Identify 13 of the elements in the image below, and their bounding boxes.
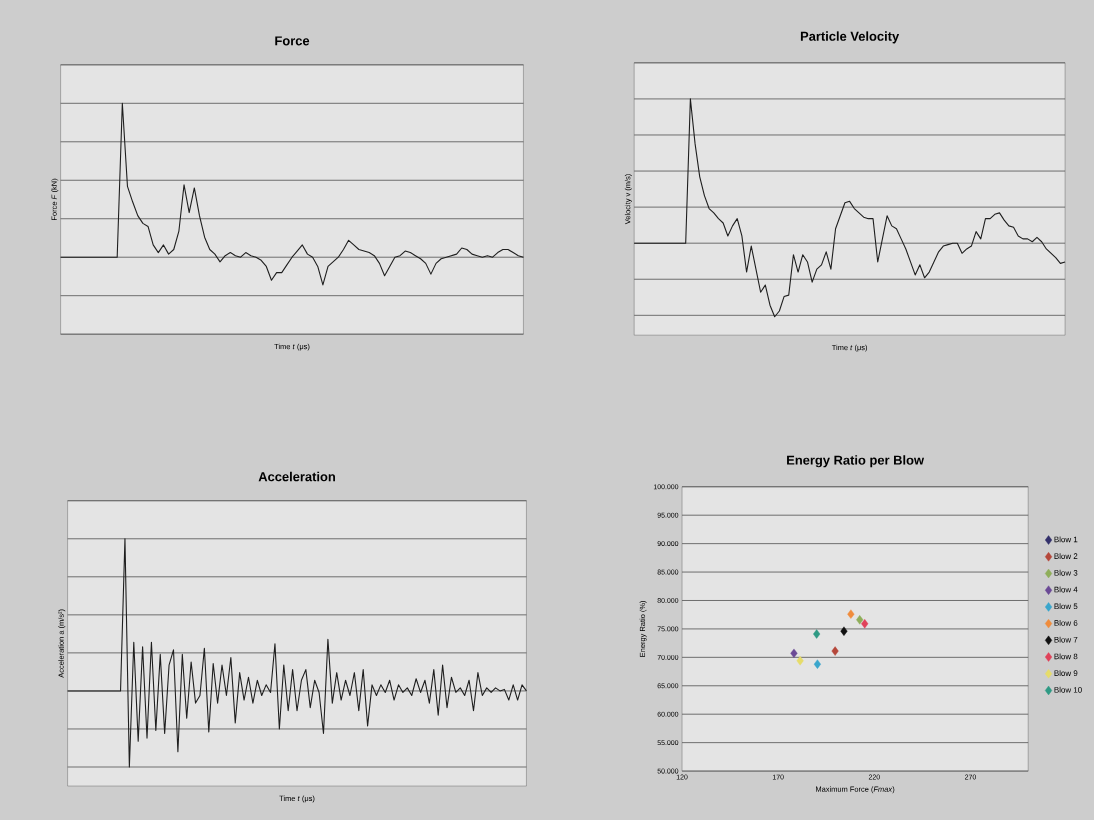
chart-title: Force <box>275 36 310 46</box>
chart-title: Particle Velocity <box>800 31 900 44</box>
point <box>813 629 821 639</box>
point <box>813 659 821 669</box>
point <box>847 609 855 619</box>
chart-title: Energy Ratio per Blow <box>787 455 925 468</box>
chart-title: Acceleration <box>258 471 335 482</box>
point <box>831 646 839 656</box>
point <box>796 656 804 666</box>
point <box>856 615 864 625</box>
point <box>790 648 798 659</box>
point <box>861 619 869 629</box>
point <box>840 626 848 636</box>
